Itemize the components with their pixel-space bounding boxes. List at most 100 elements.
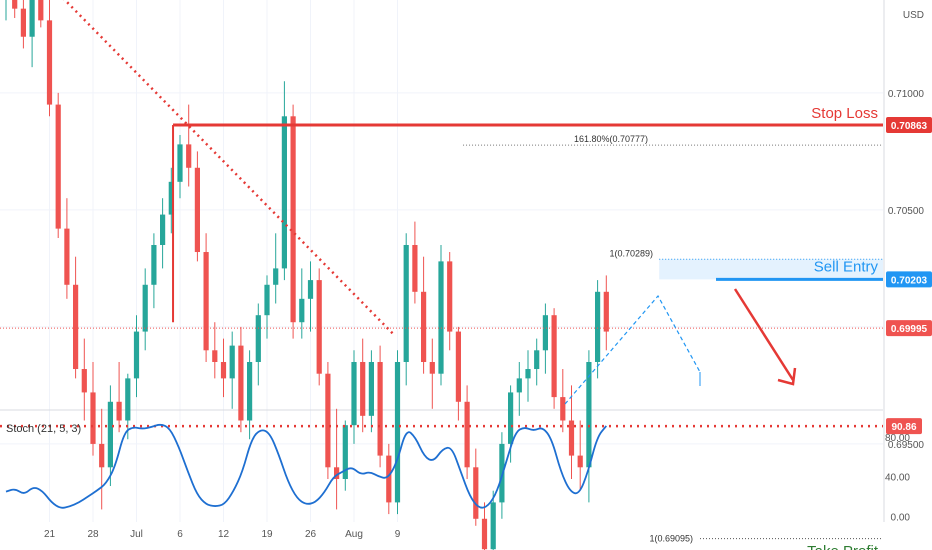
candle-body <box>342 425 348 479</box>
candle-body <box>334 467 340 479</box>
candle-body <box>281 116 287 269</box>
candle-body <box>586 362 592 468</box>
stoch-tag-text: 90.86 <box>891 422 916 433</box>
candle-body <box>464 401 470 468</box>
stoch-label: Stoch (21, 5, 3) <box>6 423 81 435</box>
candle-body <box>151 245 157 285</box>
candle-body <box>125 378 131 421</box>
candle-body <box>46 20 53 105</box>
chart-axes: USD0.735000.730000.725000.720000.715000.… <box>44 0 932 550</box>
candle-body <box>412 245 418 292</box>
candle-body <box>177 144 183 182</box>
price-tag-entry-text: 0.70203 <box>891 275 928 286</box>
candle-body <box>307 280 314 299</box>
candle-body <box>194 167 200 253</box>
candle-body <box>255 315 261 362</box>
candle-body <box>490 502 496 550</box>
stoch-tick-label: 0.00 <box>891 513 911 524</box>
candle-body <box>290 116 296 323</box>
price-tick-label: 0.70500 <box>888 206 925 217</box>
candle-body <box>142 284 148 332</box>
candle-body <box>316 280 322 374</box>
candle-body <box>107 401 113 468</box>
fib-1-upper-label: 1(0.70289) <box>609 248 653 258</box>
candle-body <box>551 315 557 398</box>
candle-body <box>525 369 531 379</box>
candle-body <box>386 455 392 503</box>
candle-body <box>603 291 609 332</box>
time-tick-label: Aug <box>345 529 363 540</box>
price-tag-current <box>886 320 932 337</box>
candle-body <box>534 350 540 370</box>
candle-body <box>116 401 122 421</box>
candlestick-series <box>5 0 609 550</box>
candle-body <box>81 369 87 393</box>
candle-body <box>560 397 566 421</box>
candle-body <box>473 467 479 519</box>
candle-body <box>133 331 140 379</box>
price-tick-label: 0.69500 <box>888 440 925 451</box>
stop-loss-label: Stop Loss <box>811 105 878 122</box>
candle-body <box>368 362 374 416</box>
pattern-zigzag <box>564 294 701 405</box>
fib-1-lower-label: 1(0.69095) <box>649 534 693 544</box>
candle-body <box>247 362 253 421</box>
time-tick-label: 6 <box>177 529 183 540</box>
candle-body <box>238 345 244 421</box>
sell-entry-label: Sell Entry <box>814 258 879 275</box>
candle-body <box>29 0 35 37</box>
time-tick-label: 28 <box>87 529 99 540</box>
price-tag-stop-text: 0.70863 <box>891 121 928 132</box>
candle-body <box>351 362 357 426</box>
candle-body <box>360 362 366 416</box>
candle-body <box>481 518 488 550</box>
stoch-line <box>5 423 607 509</box>
candle-body <box>568 420 575 456</box>
candle-body <box>90 392 96 444</box>
candle-body <box>273 268 279 285</box>
price-tick-label: 0.71000 <box>888 89 925 100</box>
candle-body <box>212 350 218 362</box>
candle-body <box>542 315 548 351</box>
candle-body <box>394 362 401 503</box>
candle-body <box>220 362 227 379</box>
stochastic-panel: Stoch (21, 5, 3) <box>0 423 883 509</box>
candle-body <box>447 261 453 332</box>
candle-body <box>595 291 601 362</box>
candle-body <box>12 0 18 9</box>
stoch-tick-label: 40.00 <box>885 473 910 484</box>
candle-body <box>203 252 209 351</box>
price-tag-current-text: 0.69995 <box>891 324 928 335</box>
candle-body <box>508 392 514 444</box>
candle-body <box>516 378 522 393</box>
time-tick-label: Jul <box>130 529 143 540</box>
stoch-tick-label: 80.00 <box>885 433 910 444</box>
candle-body <box>438 261 444 374</box>
candle-body <box>55 104 61 229</box>
currency-label: USD <box>903 10 924 21</box>
take-profit-label: Take Profit <box>807 543 879 550</box>
time-tick-label: 19 <box>261 529 273 540</box>
candle-body <box>403 245 409 362</box>
time-tick-label: 21 <box>44 529 56 540</box>
candle-body <box>299 298 305 323</box>
trade-setup-overlays: Stop Loss 161.80%(0.70777) 1(0.70289) Sell … <box>0 0 883 550</box>
candle-body <box>325 373 331 468</box>
price-tag-entry <box>886 271 932 288</box>
candle-body <box>455 331 461 402</box>
candle-body <box>429 362 435 374</box>
candle-body <box>20 8 26 37</box>
stoch-tag <box>886 418 922 435</box>
candle-body <box>64 228 70 285</box>
candle-body <box>377 362 383 456</box>
candle-body <box>577 455 583 468</box>
fib-1618-label: 161.80%(0.70777) <box>574 134 648 144</box>
candle-body <box>421 291 427 362</box>
price-tag-stop <box>886 116 932 133</box>
candle-body <box>186 144 192 168</box>
descending-trendline <box>63 0 395 335</box>
candle-body <box>38 0 44 21</box>
candle-body <box>229 345 235 379</box>
short-arrow-shaft <box>733 288 795 381</box>
